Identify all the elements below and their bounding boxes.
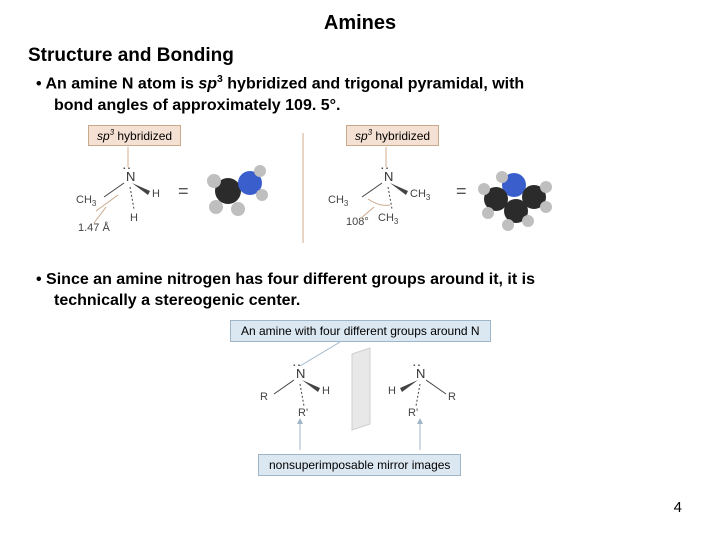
section-subtitle: Structure and Bonding <box>28 45 692 67</box>
bullet2-text-b: technically a stereogenic center. <box>54 290 692 312</box>
stereo-diagram: An amine with four different groups arou… <box>28 320 692 480</box>
atom-R-L: R <box>260 391 268 403</box>
svg-text:‥: ‥ <box>412 353 421 369</box>
bullet1-sp: sp <box>198 75 217 92</box>
atom-CH3-2a: CH3 <box>328 194 349 208</box>
bullet2-text-a: • Since an amine nitrogen has four diffe… <box>36 271 535 288</box>
page-title: Amines <box>28 12 692 35</box>
atom-H-R: H <box>388 385 396 397</box>
atom-CH3-2c: CH3 <box>378 212 399 226</box>
equals-1: = <box>178 181 189 201</box>
tag-2: sp3 hybridized <box>346 125 439 146</box>
atom-R-R: R <box>448 391 456 403</box>
bullet-1: • An amine N atom is sp3 hybridized and … <box>36 73 692 117</box>
page-number: 4 <box>674 499 682 516</box>
svg-text:‥: ‥ <box>122 156 131 172</box>
atom-Rp-L: R' <box>298 407 308 419</box>
hybridization-diagram: sp3 hybridized N ‥ H H CH3 1.47 Å = sp3 … <box>68 125 692 255</box>
atom-H-L: H <box>322 385 330 397</box>
caption-top: An amine with four different groups arou… <box>230 320 491 342</box>
bullet1-text-c: bond angles of approximately 109. 5°. <box>54 95 692 117</box>
atom-Rp-R: R' <box>408 407 418 419</box>
atom-CH3-1: CH3 <box>76 194 97 208</box>
atom-H-1a: H <box>152 188 160 200</box>
svg-text:‥: ‥ <box>380 156 389 172</box>
bullet1-text-a: • An amine N atom is <box>36 75 198 92</box>
chem-svg-bottom: An amine with four different groups arou… <box>170 320 550 480</box>
atom-CH3-2b: CH3 <box>410 188 431 202</box>
atom-H-1b: H <box>130 212 138 224</box>
bullet-2: • Since an amine nitrogen has four diffe… <box>36 269 692 312</box>
angle-label: 108° <box>346 216 369 228</box>
tag-1: sp3 hybridized <box>88 125 181 146</box>
chem-svg-top: sp3 hybridized N ‥ H H CH3 1.47 Å = sp3 … <box>68 125 648 255</box>
bullet1-text-b: hybridized and trigonal pyramidal, with <box>223 75 524 92</box>
caption-bottom: nonsuperimposable mirror images <box>258 454 461 476</box>
svg-text:‥: ‥ <box>292 353 301 369</box>
equals-2: = <box>456 181 467 201</box>
